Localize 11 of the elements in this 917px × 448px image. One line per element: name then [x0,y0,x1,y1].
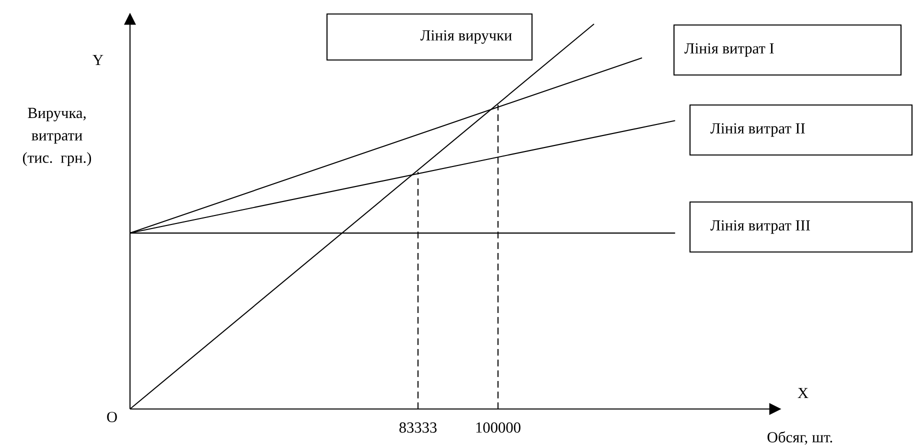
x-axis-title: Обсяг, шт. [768,431,832,445]
x-tick-label: 83333 [399,422,437,433]
text: O [107,412,117,422]
text: Лінія виручки [420,30,512,44]
text: Лінія витрат III [710,220,810,234]
text: Лінія витрат II [710,123,805,137]
text: X [798,388,808,398]
y-axis-title: Виручка, витрати (тис. грн.) [22,108,92,166]
x-tick-label: 100000 [476,422,520,433]
text: Y [92,54,104,66]
text: Лінія витрат I [684,43,774,57]
